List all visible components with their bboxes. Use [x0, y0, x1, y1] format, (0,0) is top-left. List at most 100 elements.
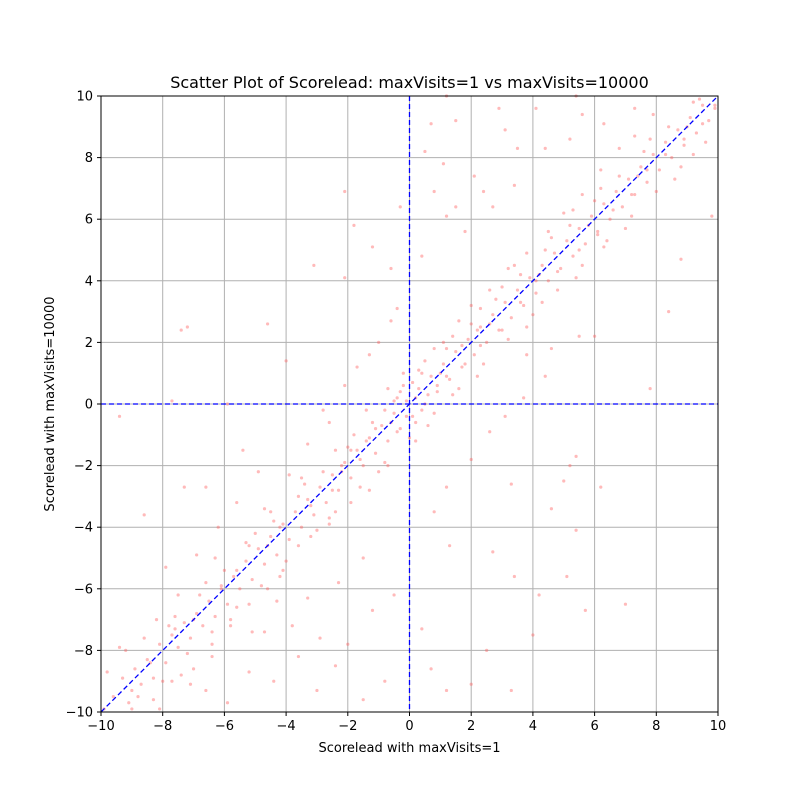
- data-point: [287, 537, 291, 542]
- data-point: [333, 510, 338, 514]
- data-point: [272, 519, 276, 523]
- data-point: [170, 679, 174, 683]
- data-point: [636, 174, 640, 178]
- data-point: [503, 414, 507, 418]
- data-point: [423, 149, 427, 154]
- data-point: [232, 574, 236, 579]
- data-point: [195, 553, 199, 557]
- data-point: [281, 568, 285, 572]
- data-point: [219, 587, 223, 591]
- data-point: [457, 387, 461, 391]
- data-point: [472, 353, 476, 357]
- data-point: [191, 667, 196, 671]
- data-point: [451, 334, 455, 338]
- data-point: [515, 146, 520, 150]
- data-point: [321, 470, 325, 474]
- data-point: [488, 288, 492, 292]
- data-point: [386, 464, 390, 468]
- y-tick-label: 2: [85, 336, 93, 351]
- data-point: [417, 387, 421, 391]
- data-point: [225, 701, 230, 705]
- data-point: [210, 642, 214, 646]
- data-point: [259, 584, 264, 588]
- data-point: [410, 380, 415, 385]
- data-point: [429, 374, 433, 378]
- data-point: [207, 599, 211, 603]
- x-tick-label: −6: [215, 719, 234, 734]
- data-point: [543, 374, 547, 378]
- data-point: [642, 149, 646, 154]
- data-point: [531, 633, 535, 637]
- data-point: [210, 654, 214, 659]
- data-point: [383, 460, 387, 465]
- data-point: [392, 593, 396, 597]
- data-point: [472, 174, 476, 178]
- data-point: [593, 334, 597, 338]
- data-point: [667, 310, 671, 314]
- data-point: [549, 507, 554, 511]
- data-point: [195, 611, 199, 616]
- data-point: [531, 313, 535, 317]
- x-tick-label: −10: [87, 719, 114, 734]
- data-point: [247, 602, 251, 606]
- data-point: [167, 624, 171, 628]
- data-point: [435, 390, 439, 394]
- data-point: [602, 122, 606, 126]
- data-point: [151, 676, 156, 680]
- data-point: [340, 464, 344, 468]
- data-point: [336, 581, 341, 585]
- data-point: [565, 574, 569, 579]
- data-point: [562, 211, 566, 215]
- data-point: [679, 257, 683, 261]
- data-point: [679, 165, 683, 169]
- data-point: [182, 621, 186, 625]
- y-tick-label: 8: [85, 151, 93, 166]
- data-point: [164, 565, 168, 569]
- data-point: [713, 106, 717, 110]
- data-point: [457, 319, 461, 323]
- data-point: [414, 420, 418, 425]
- data-point: [444, 485, 449, 489]
- data-point: [330, 473, 334, 477]
- data-point: [204, 485, 208, 489]
- data-point: [509, 316, 513, 320]
- data-point: [478, 343, 483, 348]
- data-point: [299, 476, 304, 480]
- data-point: [404, 399, 409, 403]
- data-point: [361, 556, 365, 560]
- data-point: [713, 103, 717, 107]
- data-point: [426, 393, 430, 397]
- data-point: [568, 464, 572, 468]
- data-point: [349, 500, 353, 505]
- data-point: [336, 488, 341, 492]
- data-point: [448, 544, 452, 548]
- data-point: [133, 667, 137, 671]
- data-point: [111, 695, 115, 699]
- data-point: [327, 420, 331, 425]
- data-point: [401, 383, 405, 388]
- data-point: [571, 208, 575, 212]
- data-point: [700, 122, 705, 126]
- x-tick-label: 2: [467, 719, 475, 734]
- data-point: [571, 254, 575, 258]
- x-tick-label: 4: [529, 719, 537, 734]
- data-point: [420, 254, 424, 258]
- data-point: [352, 433, 356, 437]
- data-point: [244, 559, 248, 563]
- data-point: [201, 624, 205, 628]
- data-point: [145, 658, 149, 662]
- data-point: [364, 408, 368, 412]
- data-point: [204, 688, 208, 693]
- data-point: [657, 168, 661, 172]
- data-point: [407, 436, 412, 440]
- data-point: [568, 137, 572, 141]
- data-point: [142, 636, 146, 640]
- x-tick-label: 8: [652, 719, 660, 734]
- data-point: [583, 608, 587, 612]
- data-point: [333, 448, 338, 452]
- data-point: [358, 457, 362, 462]
- data-point: [589, 214, 594, 218]
- data-point: [707, 119, 711, 123]
